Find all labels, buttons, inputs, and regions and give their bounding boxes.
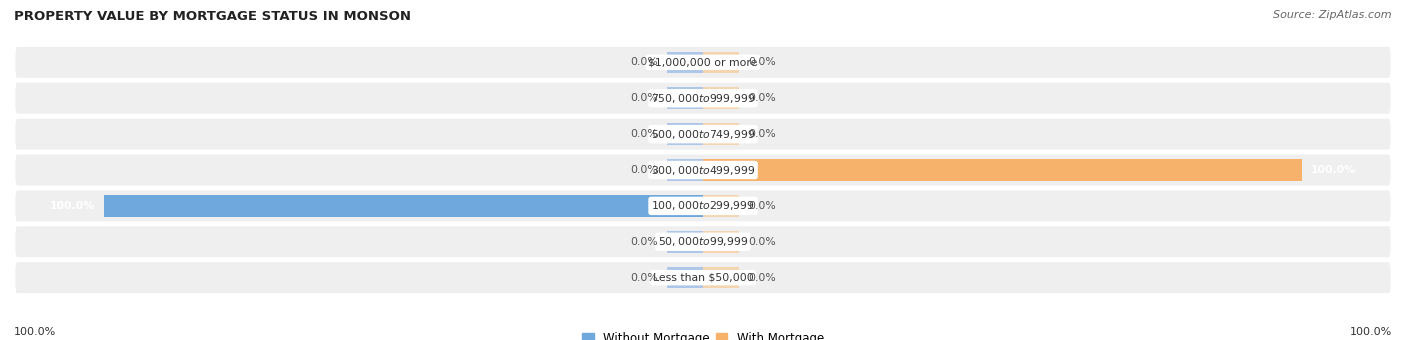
Bar [703,159,1302,181]
FancyBboxPatch shape [14,46,1392,79]
Text: 100.0%: 100.0% [1310,165,1357,175]
Text: 0.0%: 0.0% [630,57,658,67]
Legend: Without Mortgage, With Mortgage: Without Mortgage, With Mortgage [576,328,830,340]
Bar [703,195,740,217]
Text: Source: ZipAtlas.com: Source: ZipAtlas.com [1274,10,1392,20]
Bar [703,123,740,145]
Bar [703,267,740,288]
FancyBboxPatch shape [14,117,1392,151]
Bar [666,123,703,145]
Text: 0.0%: 0.0% [630,93,658,103]
Text: 100.0%: 100.0% [49,201,96,211]
Bar [666,52,703,73]
Text: 0.0%: 0.0% [630,129,658,139]
FancyBboxPatch shape [14,261,1392,294]
Text: $100,000 to $299,999: $100,000 to $299,999 [651,199,755,212]
Text: $750,000 to $999,999: $750,000 to $999,999 [651,92,755,105]
Bar [666,267,703,288]
Text: 0.0%: 0.0% [748,201,776,211]
Text: 0.0%: 0.0% [748,57,776,67]
FancyBboxPatch shape [14,225,1392,259]
Bar [666,87,703,109]
FancyBboxPatch shape [14,189,1392,223]
Text: 0.0%: 0.0% [630,237,658,247]
Bar [666,159,703,181]
FancyBboxPatch shape [14,81,1392,115]
Text: 100.0%: 100.0% [14,327,56,337]
Text: 0.0%: 0.0% [630,165,658,175]
Text: $500,000 to $749,999: $500,000 to $749,999 [651,128,755,141]
FancyBboxPatch shape [14,153,1392,187]
Text: 0.0%: 0.0% [748,273,776,283]
Bar [703,52,740,73]
Text: 0.0%: 0.0% [748,129,776,139]
Bar [703,87,740,109]
Bar [104,195,703,217]
Bar [703,231,740,253]
Text: $50,000 to $99,999: $50,000 to $99,999 [658,235,748,248]
Text: $1,000,000 or more: $1,000,000 or more [648,57,758,67]
Text: 0.0%: 0.0% [630,273,658,283]
Bar [666,231,703,253]
Text: 0.0%: 0.0% [748,237,776,247]
Text: 100.0%: 100.0% [1350,327,1392,337]
Text: Less than $50,000: Less than $50,000 [652,273,754,283]
Text: 0.0%: 0.0% [748,93,776,103]
Text: $300,000 to $499,999: $300,000 to $499,999 [651,164,755,176]
Text: PROPERTY VALUE BY MORTGAGE STATUS IN MONSON: PROPERTY VALUE BY MORTGAGE STATUS IN MON… [14,10,411,23]
